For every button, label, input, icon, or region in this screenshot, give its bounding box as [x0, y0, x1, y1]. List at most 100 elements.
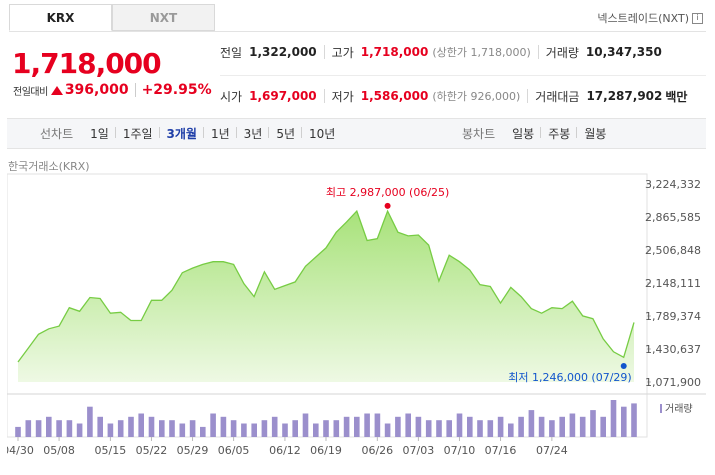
- volume-bar: [354, 416, 360, 437]
- volume-bar: [210, 413, 216, 437]
- volume-bar: [35, 420, 42, 437]
- tab-period-1w[interactable]: 1주일: [116, 125, 160, 142]
- stat-label: 저가: [331, 89, 354, 104]
- volume-bar: [579, 416, 586, 437]
- price-change-row: 전일대비 396,000 +29.95%: [13, 82, 212, 98]
- x-tick-label: 05/22: [136, 444, 168, 457]
- volume-bar: [467, 416, 473, 437]
- volume-bar: [189, 420, 196, 437]
- stat-label: 거래량: [545, 45, 579, 60]
- volume-bar: [200, 426, 206, 437]
- volume-bar: [138, 413, 144, 437]
- stat-low: 저가 1,586,000 (하한가 926,000): [332, 88, 521, 105]
- candle-chart-tabs: 봉차트 일봉 주봉 월봉: [462, 119, 613, 148]
- stats-row-1: 전일 1,322,000 고가 1,718,000 (상한가 1,718,000…: [220, 42, 662, 62]
- volume-bar: [148, 416, 155, 437]
- price-line: [17, 209, 635, 363]
- stat-open: 시가 1,697,000: [220, 88, 317, 105]
- price-chart[interactable]: 3,224,332 2,865,585 2,506,848 2,148,111 1,78…: [7, 150, 706, 468]
- volume-bar: [333, 420, 340, 437]
- x-tick-label: 04/30: [7, 444, 34, 457]
- volume-bar: [97, 416, 103, 437]
- stat-unit: 백만: [665, 89, 688, 104]
- volume-bar: [528, 410, 535, 437]
- stat-value: 10,347,350: [585, 45, 662, 59]
- x-tick-label: 05/29: [177, 444, 209, 457]
- volume-legend-swatch: [660, 404, 662, 413]
- price-chart-svg[interactable]: 3,224,332 2,865,585 2,506,848 2,148,111 1,78…: [7, 150, 706, 468]
- tab-candle-monthly[interactable]: 월봉: [584, 127, 607, 141]
- volume-bar: [251, 423, 257, 437]
- line-chart-label: 선차트: [40, 127, 74, 141]
- tab-candle-weekly[interactable]: 주봉: [541, 125, 578, 142]
- stat-amount: 거래대금 17,287,902 백만: [535, 88, 687, 105]
- volume-bar: [590, 410, 596, 437]
- stat-value: 1,322,000: [249, 45, 317, 59]
- volume-bar: [538, 416, 545, 437]
- tab-period-1y[interactable]: 1년: [204, 125, 237, 142]
- volume-bar: [487, 420, 494, 437]
- stat-prev-close: 전일 1,322,000: [220, 44, 317, 61]
- tab-period-1d[interactable]: 1일: [83, 125, 116, 142]
- tab-period-10y[interactable]: 10년: [309, 127, 336, 141]
- volume-bar: [220, 416, 227, 437]
- change-label: 전일대비: [13, 86, 48, 98]
- info-icon[interactable]: i: [692, 12, 703, 24]
- volume-bar: [405, 413, 411, 437]
- tab-candle-daily[interactable]: 일봉: [505, 125, 542, 142]
- volume-bar: [56, 420, 62, 437]
- tab-period-5y[interactable]: 5년: [269, 125, 302, 142]
- stat-label: 고가: [331, 45, 354, 60]
- stat-label: 전일: [220, 45, 243, 60]
- volume-bar: [549, 420, 555, 437]
- change-value: 396,000: [64, 82, 129, 98]
- tab-nxt[interactable]: NXT: [112, 4, 215, 31]
- volume-bar: [261, 420, 268, 437]
- stat-high: 고가 1,718,000 (상한가 1,718,000): [332, 44, 531, 61]
- volume-bar: [66, 420, 73, 437]
- tab-period-3m[interactable]: 3개월: [160, 125, 205, 142]
- change-percent: +29.95%: [141, 82, 212, 98]
- volume-bar: [76, 423, 83, 437]
- volume-bar: [600, 416, 606, 437]
- nxt-link[interactable]: 넥스트레이드(NXT) i: [597, 10, 703, 26]
- high-annotation: 최고 2,987,000 (06/25): [326, 186, 450, 199]
- y-tick-label: 2,865,585: [645, 211, 701, 224]
- y-tick-label: 1,071,900: [645, 376, 701, 389]
- tab-period-3y[interactable]: 3년: [237, 125, 270, 142]
- volume-bar: [159, 420, 165, 437]
- upper-limit-note: (상한가 1,718,000): [432, 46, 531, 59]
- volume-bar: [302, 413, 309, 437]
- period-bar: 선차트 1일 1주일 3개월 1년 3년 5년 10년 봉차트 일봉 주봉 월봉: [7, 118, 706, 149]
- lower-limit-note: (하한가 926,000): [432, 90, 521, 103]
- volume-bar: [415, 416, 422, 437]
- volume-bar: [107, 423, 114, 437]
- current-price: 1,718,000: [12, 47, 162, 80]
- volume-legend-label: 거래량: [665, 403, 693, 415]
- volume-bar: [87, 406, 93, 437]
- volume-bar: [128, 416, 134, 437]
- stat-value: 1,586,000: [360, 89, 429, 103]
- volume-bar: [384, 423, 391, 437]
- stat-value: 17,287,902: [586, 89, 663, 103]
- nxt-link-label[interactable]: 넥스트레이드(NXT): [597, 12, 689, 25]
- volume-bar: [271, 416, 278, 437]
- low-annotation: 최저 1,246,000 (07/29): [508, 371, 632, 384]
- stats-row-2: 시가 1,697,000 저가 1,586,000 (하한가 926,000) …: [220, 86, 687, 106]
- volume-bar: [446, 420, 452, 437]
- volume-bar: [497, 416, 504, 437]
- tab-krx[interactable]: KRX: [9, 4, 112, 31]
- divider: [527, 89, 529, 103]
- y-tick-label: 3,224,332: [645, 178, 701, 191]
- volume-bar: [282, 423, 288, 437]
- volume-bar: [518, 416, 524, 437]
- x-tick-label: 06/05: [218, 444, 250, 457]
- divider: [323, 45, 325, 59]
- y-tick-label: 1,789,374: [645, 310, 701, 323]
- x-tick-label: 07/24: [536, 444, 568, 457]
- volume-bar: [569, 413, 576, 437]
- volume-bar: [374, 413, 381, 437]
- divider: [134, 83, 136, 97]
- volume-bar: [323, 420, 329, 437]
- up-triangle-icon: [50, 85, 63, 95]
